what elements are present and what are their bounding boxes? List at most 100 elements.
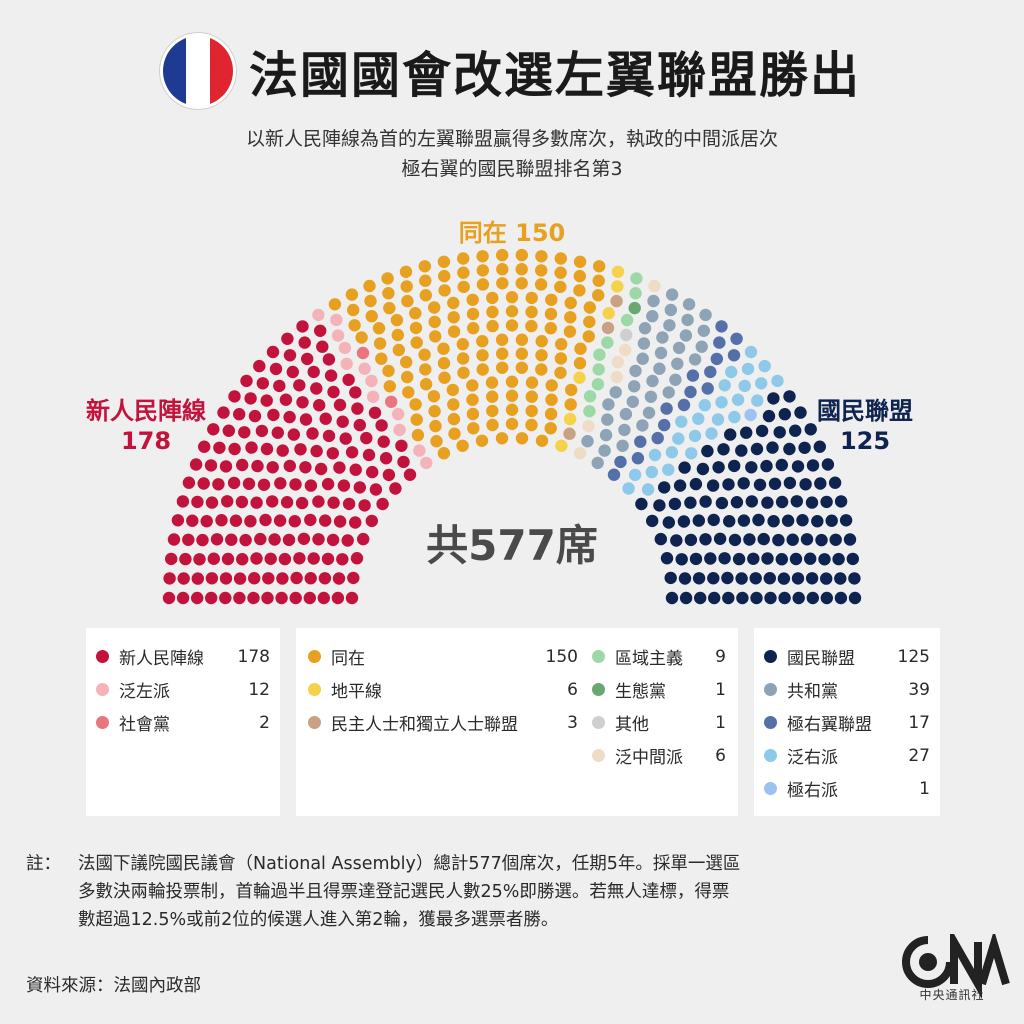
seat-dot: [221, 495, 234, 508]
seat-dot: [515, 248, 528, 262]
seat-dot: [299, 461, 312, 474]
seat-dot: [806, 591, 819, 605]
seat-dot: [573, 284, 586, 297]
seat-dot: [191, 591, 204, 605]
seat-dot: [466, 393, 479, 406]
seat-dot: [321, 552, 335, 566]
seat-dot: [699, 533, 712, 546]
seat-dot: [290, 571, 303, 585]
seat-dot: [353, 481, 366, 494]
seat-dot: [535, 363, 548, 376]
seat-dot: [818, 553, 831, 566]
seat-dot: [564, 296, 577, 310]
seat-dot: [834, 591, 848, 605]
seat-dot: [671, 357, 684, 370]
seat-dot: [382, 468, 396, 482]
legend-swatch: [592, 650, 605, 663]
seat-dot: [324, 369, 338, 382]
seat-dot: [741, 362, 755, 376]
seat-dot: [268, 533, 281, 546]
seat-dot: [353, 418, 366, 432]
seat-dot: [670, 534, 683, 547]
seat-dot: [495, 432, 509, 445]
seat-dot: [565, 383, 578, 397]
seat-dot: [358, 499, 371, 512]
seat-dot: [505, 319, 519, 332]
seat-dot: [757, 532, 770, 546]
legend-list-right: 國民聯盟 125 共和黨 39 極右翼聯盟 17 泛右派 27 極右派 1: [764, 640, 930, 805]
seat-dot: [555, 338, 568, 351]
seat-dot: [295, 496, 309, 510]
seat-dot: [723, 515, 736, 528]
seat-dot: [419, 378, 433, 391]
legend-list-left: 新人民陣線 178 泛左派 12 社會黨 2: [96, 640, 270, 739]
seat-dot: [437, 342, 450, 355]
seat-dot: [701, 382, 714, 395]
seat-dot: [336, 415, 349, 428]
seat-dot: [250, 496, 263, 509]
seat-dot: [682, 298, 696, 311]
seat-dot: [715, 396, 728, 409]
seat-dot: [279, 393, 293, 406]
seat-dot: [728, 533, 742, 547]
seat-dot: [314, 462, 328, 476]
seat-dot: [476, 363, 489, 376]
seat-dot: [544, 407, 558, 421]
seat-dot: [312, 308, 325, 322]
legend-value: 6: [715, 745, 726, 766]
seat-dot: [362, 448, 376, 462]
subtitle: 以新人民陣線為首的左翼聯盟贏得多數席次，執政的中間派居次 極右翼的國民聯盟排名第…: [0, 124, 1024, 184]
seat-dot: [322, 429, 336, 443]
seat-dot: [829, 533, 842, 546]
seat-dot: [266, 345, 280, 359]
seat-dot: [476, 264, 489, 277]
seat-dot: [713, 532, 727, 545]
seat-dot: [319, 412, 332, 425]
seat-dot: [182, 476, 196, 489]
seat-dot: [583, 405, 596, 418]
seat-dot: [646, 374, 659, 388]
seat-dot: [705, 427, 718, 440]
seat-dot: [297, 532, 311, 545]
seat-dot: [525, 390, 538, 403]
legend-swatch: [764, 782, 777, 795]
seat-dot: [775, 458, 788, 472]
seat-dot: [495, 333, 509, 346]
seat-dot: [707, 513, 720, 527]
legend-name: 新人民陣線: [119, 649, 204, 669]
seat-dot: [428, 315, 441, 329]
seat-dot: [456, 338, 469, 351]
cna-logo-icon: [902, 934, 1010, 1000]
legend-name: 區域主義: [615, 649, 683, 669]
seat-dot: [189, 458, 203, 471]
seat-dot: [296, 396, 309, 409]
seat-dot: [646, 310, 659, 323]
seat-dot: [832, 552, 845, 566]
seat-dot: [773, 426, 786, 439]
seat-dot: [706, 479, 720, 492]
legend-value: 9: [715, 646, 726, 667]
seat-dot: [428, 301, 441, 314]
seat-dot: [496, 263, 509, 276]
seat-dot: [662, 516, 675, 529]
seat-dot: [496, 347, 509, 360]
seat-dot: [269, 362, 283, 376]
legend-list-center-b: 區域主義 9 生態黨 1 其他 1 泛中間派 6: [592, 640, 726, 772]
legend-name: 地平線: [331, 682, 382, 702]
seat-dot: [583, 315, 596, 329]
seat-dot: [467, 322, 480, 335]
seat-dot: [525, 376, 539, 389]
seat-dot: [641, 483, 655, 496]
legend-item: 極右翼聯盟 17: [764, 706, 930, 739]
seat-dot: [535, 335, 548, 348]
seat-dot: [821, 458, 835, 471]
seat-dot: [419, 289, 432, 302]
seat-dot: [418, 260, 431, 273]
legend-value: 39: [908, 679, 930, 700]
seat-dot: [755, 377, 768, 390]
seat-dot: [409, 321, 423, 335]
seat-dot: [264, 552, 277, 565]
seat-dot: [744, 408, 757, 422]
legend-item: 國民聯盟 125: [764, 640, 930, 673]
seat-dot: [698, 399, 711, 412]
